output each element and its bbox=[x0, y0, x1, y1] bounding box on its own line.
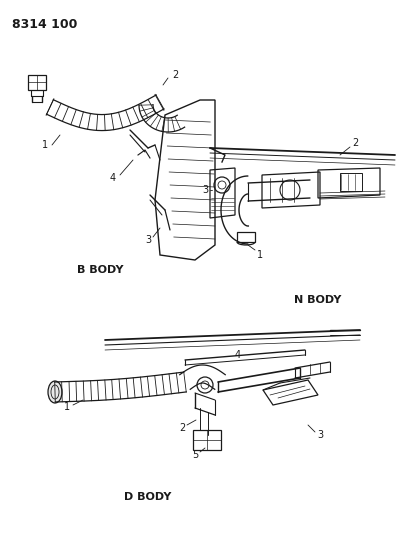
Text: 2: 2 bbox=[352, 138, 358, 148]
Text: 2: 2 bbox=[172, 70, 178, 80]
Text: 5: 5 bbox=[192, 450, 198, 460]
Ellipse shape bbox=[48, 381, 62, 403]
Text: 3: 3 bbox=[145, 235, 151, 245]
Text: N BODY: N BODY bbox=[294, 295, 342, 305]
Text: 1: 1 bbox=[257, 250, 263, 260]
Text: D BODY: D BODY bbox=[124, 492, 172, 502]
Text: 2: 2 bbox=[179, 423, 185, 433]
Text: 3: 3 bbox=[317, 430, 323, 440]
Text: B BODY: B BODY bbox=[77, 265, 123, 275]
Text: 4: 4 bbox=[235, 350, 241, 360]
Bar bbox=[28, 75, 46, 90]
Text: 4: 4 bbox=[110, 173, 116, 183]
Text: 8314 100: 8314 100 bbox=[12, 18, 77, 31]
Text: 1: 1 bbox=[64, 402, 70, 412]
Text: 3: 3 bbox=[202, 185, 208, 195]
Text: 1: 1 bbox=[42, 140, 48, 150]
